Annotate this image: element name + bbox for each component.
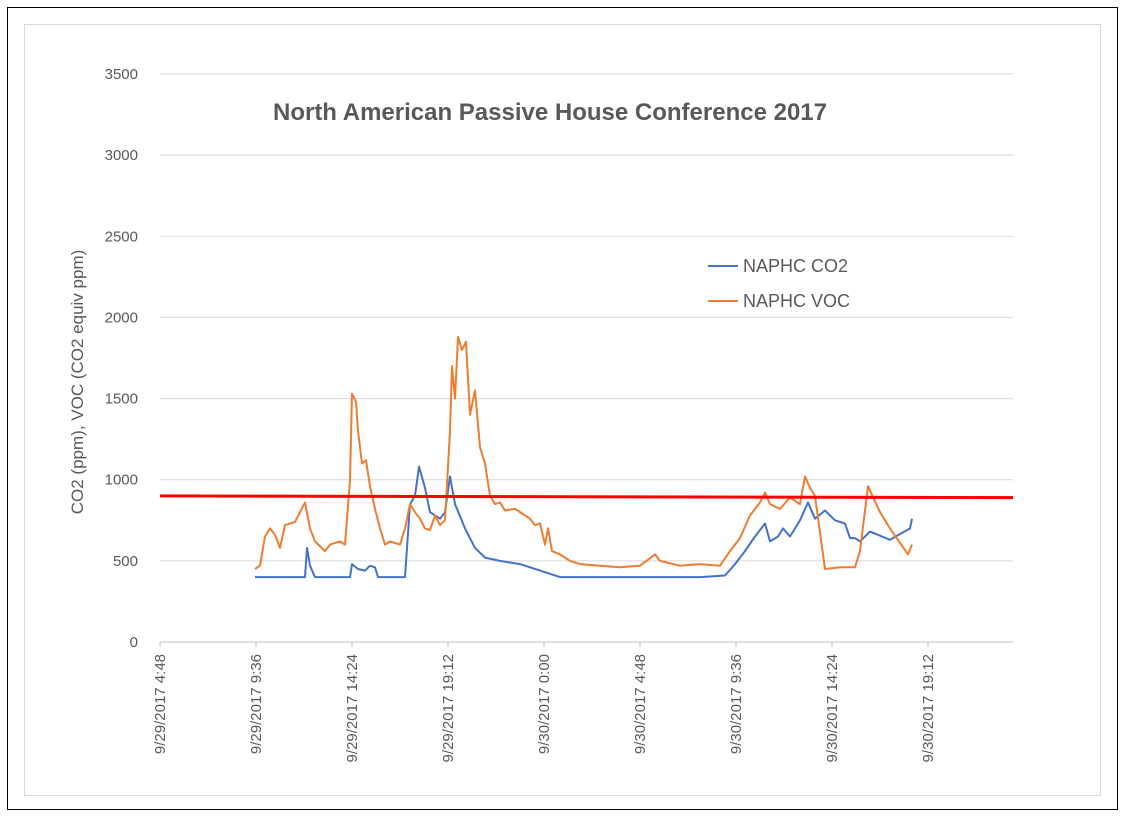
y-tick-label: 2000: [105, 309, 138, 326]
y-tick-label: 1500: [105, 391, 138, 408]
y-tick-label: 3500: [105, 66, 138, 83]
x-tick-label: 9/29/2017 19:12: [440, 654, 457, 762]
x-tick-label: 9/30/2017 9:36: [728, 654, 745, 754]
y-tick-label: 3000: [105, 147, 138, 164]
reference-line: [159, 494, 1014, 500]
y-tick-label: 2500: [105, 228, 138, 245]
x-tick-label: 9/29/2017 9:36: [248, 654, 265, 754]
chart-frame: [24, 24, 1101, 796]
y-axis-label: CO2 (ppm), VOC (CO2 equiv ppm): [68, 250, 87, 515]
series-line: [254, 335, 913, 570]
y-tick-label: 500: [113, 553, 138, 570]
x-tick-label: 9/30/2017 19:12: [920, 654, 937, 762]
series-line: [255, 465, 913, 579]
x-tick-label: 9/30/2017 14:24: [824, 654, 841, 762]
x-tick-label: 9/30/2017 0:00: [536, 654, 553, 754]
x-tick-label: 9/30/2017 4:48: [632, 654, 649, 754]
legend-label: NAPHC CO2: [743, 256, 848, 276]
outer-frame: [7, 7, 1118, 810]
legend-label: NAPHC VOC: [743, 291, 850, 311]
x-tick-label: 9/29/2017 4:48: [152, 654, 169, 754]
y-tick-label: 1000: [105, 472, 138, 489]
chart-title: North American Passive House Conference …: [273, 99, 827, 126]
y-tick-label: 0: [130, 634, 138, 651]
x-tick-label: 9/29/2017 14:24: [344, 654, 361, 762]
